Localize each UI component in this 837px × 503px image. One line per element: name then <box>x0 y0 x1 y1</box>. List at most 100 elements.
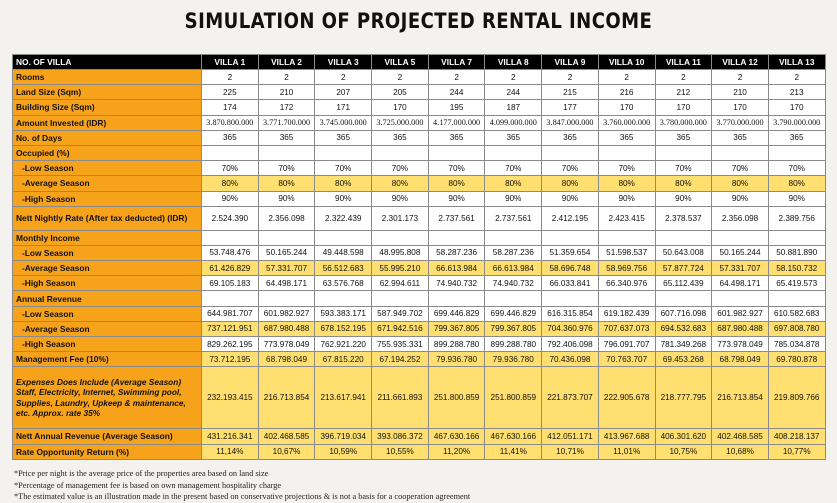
table-cell <box>711 144 769 162</box>
table-cell <box>484 290 543 307</box>
table-cell: 70% <box>314 160 373 177</box>
table-cell: 10,59% <box>314 443 373 460</box>
table-cell: 212 <box>654 84 713 101</box>
row-label: Expenses Does Include (Average Season) St… <box>12 366 202 430</box>
table-cell: 899.288.780 <box>427 335 486 353</box>
table-cell: 402.468.585 <box>711 428 769 445</box>
table-cell: 80% <box>484 175 543 192</box>
table-row: Management Fee (10%) 73.712.195 68.798.049… <box>12 351 826 368</box>
table-cell <box>314 290 373 307</box>
table-cell: 50.165.244 <box>257 244 316 262</box>
row-label: Rate Opportunity Return (%) <box>12 443 202 460</box>
table-cell: 210 <box>711 84 769 101</box>
table-cell: 2 <box>427 68 486 86</box>
table-cell: 251.800.859 <box>427 366 486 430</box>
table-cell: 58.969.756 <box>597 260 656 277</box>
table-row-expenses: Expenses Does Include (Average Season) St… <box>12 366 826 430</box>
table-cell: 57.331.707 <box>257 260 316 277</box>
table-cell: 467.630.166 <box>427 428 486 445</box>
row-label: Land Size (Sqm) <box>12 84 202 101</box>
table-cell: 221.873.707 <box>541 366 599 430</box>
table-cell: 2 <box>767 68 826 86</box>
table-cell: 70% <box>371 160 429 177</box>
table-cell: 225 <box>201 84 259 101</box>
table-cell: 49.448.598 <box>314 244 373 262</box>
table-cell: 68.798.049 <box>711 351 769 368</box>
table-cell: 48.995.808 <box>371 244 429 262</box>
table-cell: 68.798.049 <box>257 351 316 368</box>
table-row: Rate Opportunity Return (%) 11,14% 10,67% 1… <box>12 443 826 460</box>
column-header: VILLA 1 <box>201 54 259 70</box>
table-cell: 11,14% <box>201 443 259 460</box>
row-label: -Low Season <box>12 305 202 322</box>
table-cell: 4.177.000.000 <box>427 114 486 131</box>
table-cell: 587.949.702 <box>371 305 429 322</box>
table-cell: 74.940.732 <box>484 275 543 292</box>
table-row: -Low Season 53.748.476 50.165.244 49.448.59… <box>12 244 826 262</box>
table-cell: 50.165.244 <box>711 244 769 262</box>
table-cell: 80% <box>371 175 429 192</box>
table-cell: 67.194.252 <box>371 351 429 368</box>
table-row: -Low Season 70% 70% 70% 70% 70% 70% 70% 70% 70% 70… <box>12 160 826 177</box>
table-cell: 62.994.611 <box>371 275 429 292</box>
table-cell: 365 <box>201 129 259 146</box>
table-cell: 69.105.183 <box>201 275 259 292</box>
table-cell: 174 <box>201 99 259 116</box>
table-cell: 737.121.951 <box>201 320 259 338</box>
table-cell <box>767 144 826 162</box>
table-cell: 3.870.800.000 <box>201 114 259 131</box>
table-cell: 2 <box>711 68 769 86</box>
table-cell: 70% <box>541 160 599 177</box>
table-cell: 219.809.766 <box>767 366 826 430</box>
table-row: Land Size (Sqm) 225 210 207 205 244 244 215 216 2… <box>12 84 826 101</box>
table-cell: 80% <box>654 175 713 192</box>
column-header: VILLA 9 <box>541 54 599 70</box>
table-cell: 699.446.829 <box>484 305 543 322</box>
table-cell: 10,55% <box>371 443 429 460</box>
row-label: Amount Invested (IDR) <box>12 114 202 131</box>
table-cell <box>654 290 713 307</box>
table-row: Monthly Income <box>12 229 826 246</box>
table-cell: 413.967.688 <box>597 428 656 445</box>
column-header: VILLA 13 <box>767 54 826 70</box>
table-cell: 3.745.000.000 <box>314 114 373 131</box>
row-label: Nett Nightly Rate (After tax deducted) (… <box>12 205 202 231</box>
table-cell: 70% <box>711 160 769 177</box>
table-cell: 170 <box>597 99 656 116</box>
table-cell <box>711 229 769 246</box>
table-cell: 365 <box>484 129 543 146</box>
table-cell: 431.216.341 <box>201 428 259 445</box>
table-cell: 593.383.171 <box>314 305 373 322</box>
table-cell: 11,20% <box>427 443 486 460</box>
table-cell: 215 <box>541 84 599 101</box>
table-cell: 50.881.890 <box>767 244 826 262</box>
table-cell: 799.367.805 <box>427 320 486 338</box>
table-cell: 51.359.654 <box>541 244 599 262</box>
table-cell: 365 <box>654 129 713 146</box>
table-cell: 66.613.984 <box>484 260 543 277</box>
table-row: -Average Season 737.121.951 687.980.488 678… <box>12 320 826 338</box>
table-cell: 66.340.976 <box>597 275 656 292</box>
table-cell: 210 <box>257 84 316 101</box>
table-cell <box>201 229 259 246</box>
table-cell: 3.725.000.000 <box>371 114 429 131</box>
table-cell: 70% <box>767 160 826 177</box>
table-cell: 61.426.829 <box>201 260 259 277</box>
table-row: -Average Season 61.426.829 57.331.707 56.51… <box>12 260 826 277</box>
table-cell: 70.436.098 <box>541 351 599 368</box>
table-cell: 707.637.073 <box>597 320 656 338</box>
table-cell: 396.719.034 <box>314 428 373 445</box>
table-cell <box>371 229 429 246</box>
table-cell: 2 <box>314 68 373 86</box>
table-cell: 365 <box>371 129 429 146</box>
table-row: -Average Season 80% 80% 80% 80% 80% 80% 80% 80% 8… <box>12 175 826 192</box>
table-cell: 2 <box>257 68 316 86</box>
table-cell <box>597 290 656 307</box>
table-cell: 218.777.795 <box>654 366 713 430</box>
table-cell: 762.921.220 <box>314 335 373 353</box>
footnotes: *Price per night is the average price of… <box>14 468 834 503</box>
table-cell: 80% <box>711 175 769 192</box>
table-cell: 697.808.780 <box>767 320 826 338</box>
table-cell: 601.982.927 <box>257 305 316 322</box>
row-label: No. of Days <box>12 129 202 146</box>
